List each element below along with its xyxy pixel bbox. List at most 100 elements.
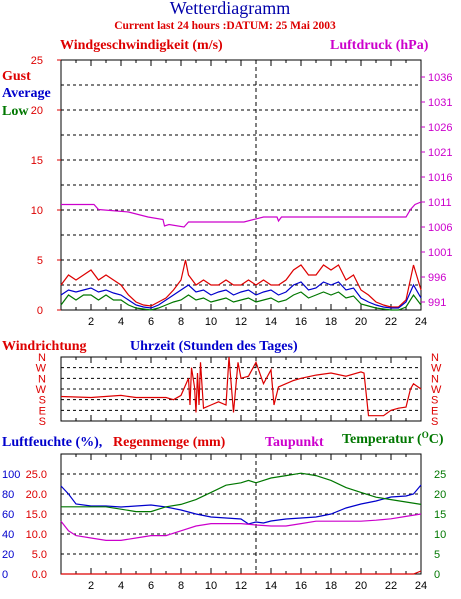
series-line-temperatur bbox=[61, 472, 422, 513]
humidity-temperature-panel: 2 4 6 8 10 12 14 16 18 20 22 240204060801000.05.010… bbox=[2, 453, 446, 592]
humidity-ytick-label: 20 bbox=[2, 549, 14, 561]
rain-ytick-label: 25.0 bbox=[26, 469, 47, 481]
chart-subtitle: Current last 24 hours :DATUM: 25 Mai 200… bbox=[114, 20, 336, 32]
rain-ytick-label: 5.0 bbox=[32, 549, 47, 561]
direction-ytick-label-left: W bbox=[36, 363, 47, 375]
wind-ytick-label: 5 bbox=[37, 255, 43, 267]
series-line-gust bbox=[60, 259, 422, 308]
rain-title: Regenmenge (mm) bbox=[113, 435, 226, 450]
humidity-panel-xtick-label: 24 bbox=[415, 580, 427, 592]
humidity-panel-xtick-label: 4 bbox=[118, 580, 124, 592]
humidity-title: Luftfeuchte (%), bbox=[2, 435, 102, 450]
wind-ytick-label: 20 bbox=[31, 105, 43, 117]
time-axis-title: Uhrzeit (Stunden des Tages) bbox=[130, 339, 298, 354]
humidity-ytick-label: 100 bbox=[2, 469, 20, 481]
temperature-title-end: C) bbox=[429, 432, 444, 447]
pressure-ytick-label: 1001 bbox=[428, 247, 452, 259]
pressure-ytick-label: 1011 bbox=[428, 197, 452, 209]
wind-pressure-panel: 2 4 6 8 10 12 14 16 18 20 22 2405101520259919961001… bbox=[31, 55, 453, 328]
wind-panel-xtick-label: 22 bbox=[385, 316, 397, 328]
temperature-ytick-label: 10 bbox=[434, 529, 446, 541]
direction-ytick-label-left: E bbox=[39, 405, 46, 417]
direction-ytick-label-left: W bbox=[36, 384, 47, 396]
rain-ytick-label: 15.0 bbox=[26, 509, 47, 521]
series-line-regenmenge bbox=[61, 570, 422, 575]
pressure-ytick-label: 1026 bbox=[428, 122, 452, 134]
direction-ytick-label-left: N bbox=[38, 352, 46, 364]
series-line-taupunkt bbox=[60, 513, 422, 541]
humidity-panel-xtick-label: 20 bbox=[355, 580, 367, 592]
humidity-panel-xtick-label: 14 bbox=[265, 580, 277, 592]
wind-panel-xtick-label: 24 bbox=[415, 316, 427, 328]
temperature-title-main: Temperatur ( bbox=[342, 432, 422, 447]
temperature-title: Temperatur (OC) bbox=[342, 430, 444, 447]
temperature-ytick-label: 5 bbox=[434, 549, 440, 561]
rain-ytick-label: 0.0 bbox=[32, 569, 47, 581]
wind-ytick-label: 25 bbox=[31, 55, 43, 67]
humidity-ytick-label: 60 bbox=[2, 509, 14, 521]
wind-panel-xtick-label: 14 bbox=[265, 316, 277, 328]
wind-ytick-label: 15 bbox=[31, 155, 43, 167]
temperature-ytick-label: 20 bbox=[434, 489, 446, 501]
humidity-ytick-label: 40 bbox=[2, 529, 14, 541]
direction-ytick-label-right: S bbox=[431, 416, 438, 428]
wind-panel-xtick-label: 20 bbox=[355, 316, 367, 328]
series-line-average bbox=[60, 281, 422, 309]
humidity-panel-xtick-label: 8 bbox=[178, 580, 184, 592]
pressure-title: Luftdruck (hPa) bbox=[330, 38, 429, 53]
pressure-ytick-label: 1006 bbox=[428, 222, 452, 234]
wind-panel-xtick-label: 8 bbox=[178, 316, 184, 328]
wind-speed-title: Windgeschwindigkeit (m/s) bbox=[60, 38, 223, 53]
temperature-title-degree: O bbox=[422, 430, 429, 440]
direction-ytick-label-right: N bbox=[431, 373, 439, 385]
series-line-windrichtung bbox=[60, 356, 422, 417]
rain-ytick-label: 20.0 bbox=[26, 489, 47, 501]
wind-panel-xtick-label: 2 bbox=[88, 316, 94, 328]
legend-low: Low bbox=[2, 104, 29, 119]
legend-gust: Gust bbox=[2, 69, 31, 84]
humidity-panel-xtick-label: 2 bbox=[88, 580, 94, 592]
humidity-panel-xtick-label: 10 bbox=[205, 580, 217, 592]
humidity-panel-xtick-label: 22 bbox=[385, 580, 397, 592]
series-line-luftdruck bbox=[61, 201, 422, 228]
pressure-ytick-label: 991 bbox=[428, 297, 446, 309]
wind-panel-xtick-label: 4 bbox=[118, 316, 124, 328]
wind-ytick-label: 0 bbox=[37, 305, 43, 317]
humidity-ytick-label: 80 bbox=[2, 489, 14, 501]
pressure-ytick-label: 1021 bbox=[428, 147, 452, 159]
temperature-ytick-label: 15 bbox=[434, 509, 446, 521]
wind-direction-title: Windrichtung bbox=[2, 339, 87, 354]
humidity-panel-xtick-label: 18 bbox=[325, 580, 337, 592]
direction-ytick-label-left: S bbox=[39, 395, 46, 407]
direction-ytick-label-right: W bbox=[431, 384, 442, 396]
wind-panel-xtick-label: 18 bbox=[325, 316, 337, 328]
humidity-ytick-label: 0 bbox=[2, 569, 8, 581]
wind-panel-xtick-label: 10 bbox=[205, 316, 217, 328]
direction-ytick-label-right: W bbox=[431, 363, 442, 375]
rain-ytick-label: 10.0 bbox=[26, 529, 47, 541]
chart-title: Wetterdiagramm bbox=[170, 0, 291, 18]
direction-ytick-label-left: N bbox=[38, 373, 46, 385]
humidity-panel-xtick-label: 16 bbox=[295, 580, 307, 592]
temperature-ytick-label: 25 bbox=[434, 469, 446, 481]
wind-panel-xtick-label: 12 bbox=[235, 316, 247, 328]
wind-panel-xtick-label: 6 bbox=[148, 316, 154, 328]
series-line-low bbox=[60, 291, 422, 311]
pressure-ytick-label: 1016 bbox=[428, 172, 452, 184]
direction-ytick-label-right: N bbox=[431, 352, 439, 364]
direction-ytick-label-right: E bbox=[431, 405, 438, 417]
legend-average: Average bbox=[2, 86, 51, 101]
direction-ytick-label-left: S bbox=[39, 416, 46, 428]
pressure-ytick-label: 1031 bbox=[428, 97, 452, 109]
humidity-panel-xtick-label: 6 bbox=[148, 580, 154, 592]
temperature-ytick-label: 0 bbox=[434, 569, 440, 581]
pressure-ytick-label: 1036 bbox=[428, 72, 452, 84]
dewpoint-title: Taupunkt bbox=[265, 435, 324, 450]
wind-panel-xtick-label: 16 bbox=[295, 316, 307, 328]
pressure-ytick-label: 996 bbox=[428, 272, 446, 284]
humidity-panel-xtick-label: 12 bbox=[235, 580, 247, 592]
wind-ytick-label: 10 bbox=[31, 205, 43, 217]
wind-direction-panel: S SE ES SW WN NW WN N bbox=[36, 352, 442, 428]
